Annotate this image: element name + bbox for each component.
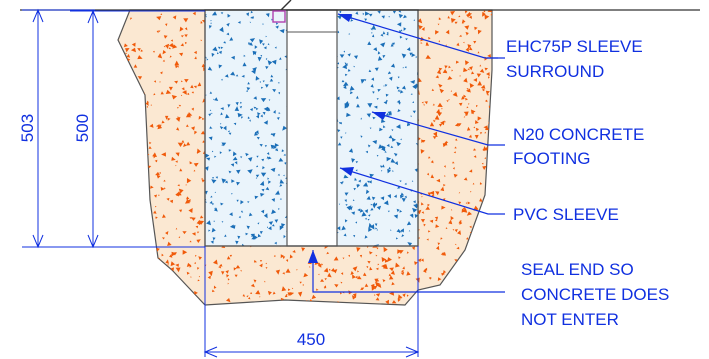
label-line: SEAL END SO	[521, 260, 634, 279]
dimension-footing-depth: 500	[73, 114, 92, 142]
callout-seal-end: SEAL END SO CONCRETE DOES NOT ENTER	[521, 260, 669, 329]
ground-line	[20, 0, 700, 11]
dimension-footing-width: 450	[297, 330, 325, 349]
pvc-sleeve	[286, 9, 338, 247]
callout-pvc-sleeve: PVC SLEEVE	[513, 205, 619, 224]
label-line: FOOTING	[513, 149, 590, 168]
label-line: EHC75P SLEEVE	[506, 37, 643, 56]
label-line: N20 CONCRETE	[513, 125, 644, 144]
leader-lines	[312, 13, 505, 293]
dimension-overall-depth: 503	[18, 114, 37, 142]
label-line: PVC SLEEVE	[513, 205, 619, 224]
leader-arrowheads	[308, 14, 386, 263]
callout-concrete-footing: N20 CONCRETE FOOTING	[513, 125, 644, 168]
dimension-lines	[22, 8, 420, 358]
seal-marker	[272, 10, 286, 23]
callout-sleeve-surround: EHC75P SLEEVE SURROUND	[506, 37, 643, 81]
label-line: NOT ENTER	[521, 310, 619, 329]
label-line: CONCRETE DOES	[521, 285, 669, 304]
label-line: SURROUND	[506, 62, 604, 81]
